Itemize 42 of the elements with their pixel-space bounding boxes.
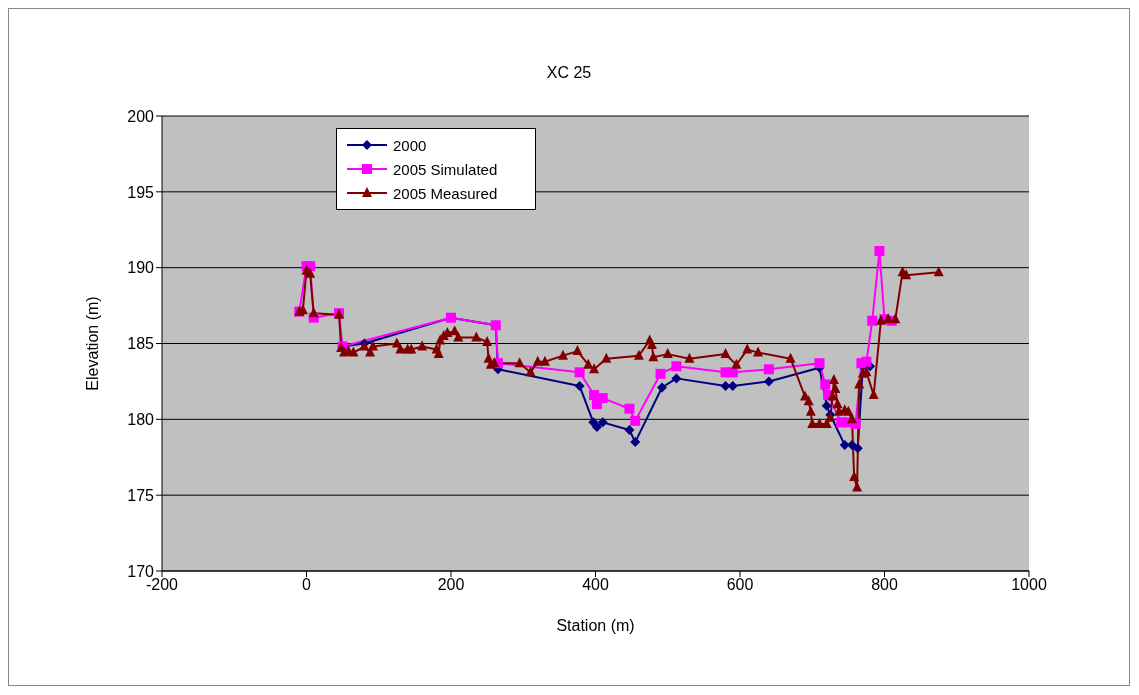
point: [574, 367, 585, 378]
x-tick-label: 0: [302, 576, 312, 594]
point: [720, 380, 731, 391]
point: [763, 364, 774, 375]
x-tick-label: -200: [145, 576, 179, 594]
point: [814, 358, 825, 369]
x-tick-label: 800: [871, 576, 898, 594]
point: [624, 403, 635, 414]
point: [874, 245, 885, 256]
point: [630, 415, 641, 426]
point: [656, 382, 667, 393]
legend-label: 2005 Simulated: [393, 160, 498, 178]
y-tick-label: 200: [127, 107, 155, 125]
x-axis-title: Station (m): [556, 617, 635, 634]
point: [671, 373, 682, 384]
point: [630, 437, 641, 448]
legend-label: 2005 Measured: [393, 184, 498, 202]
x-tick-label: 1000: [1011, 576, 1047, 594]
point: [820, 379, 831, 390]
point: [624, 424, 635, 435]
y-axis-title: Elevation (m): [83, 296, 101, 391]
point: [574, 380, 585, 391]
y-tick-label: 180: [127, 411, 155, 429]
y-tick-label: 185: [127, 335, 155, 353]
y-tick-label: 175: [127, 486, 155, 504]
point: [839, 440, 850, 451]
point: [763, 376, 774, 387]
point: [861, 356, 872, 367]
x-tick-label: 400: [582, 576, 609, 594]
legend-label: 2000: [393, 136, 427, 154]
y-tick-label: 190: [127, 259, 155, 277]
x-tick-label: 200: [437, 576, 465, 594]
point: [821, 400, 832, 411]
point: [867, 315, 878, 326]
y-tick-label: 195: [127, 183, 155, 201]
x-tick-label: 600: [726, 576, 754, 594]
point: [671, 361, 682, 372]
point: [655, 368, 666, 379]
point: [597, 417, 608, 428]
point: [591, 421, 602, 432]
chart-title: XC 25: [545, 64, 593, 82]
point: [852, 443, 863, 454]
